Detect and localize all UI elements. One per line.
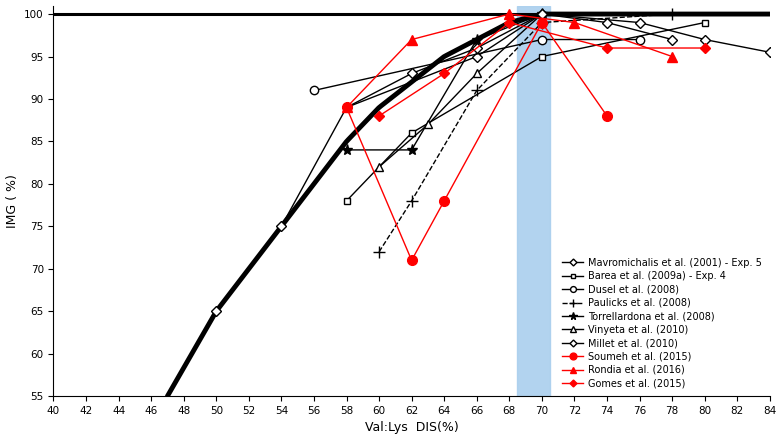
Bar	[518, 6, 550, 396]
Legend: Mavromichalis et al. (2001) - Exp. 5, Barea et al. (2009a) - Exp. 4, Dusel et al: Mavromichalis et al. (2001) - Exp. 5, Ba…	[559, 255, 765, 391]
Y-axis label: IMG ( %): IMG ( %)	[5, 174, 19, 228]
X-axis label: Val:Lys  DIS(%): Val:Lys DIS(%)	[364, 422, 458, 434]
